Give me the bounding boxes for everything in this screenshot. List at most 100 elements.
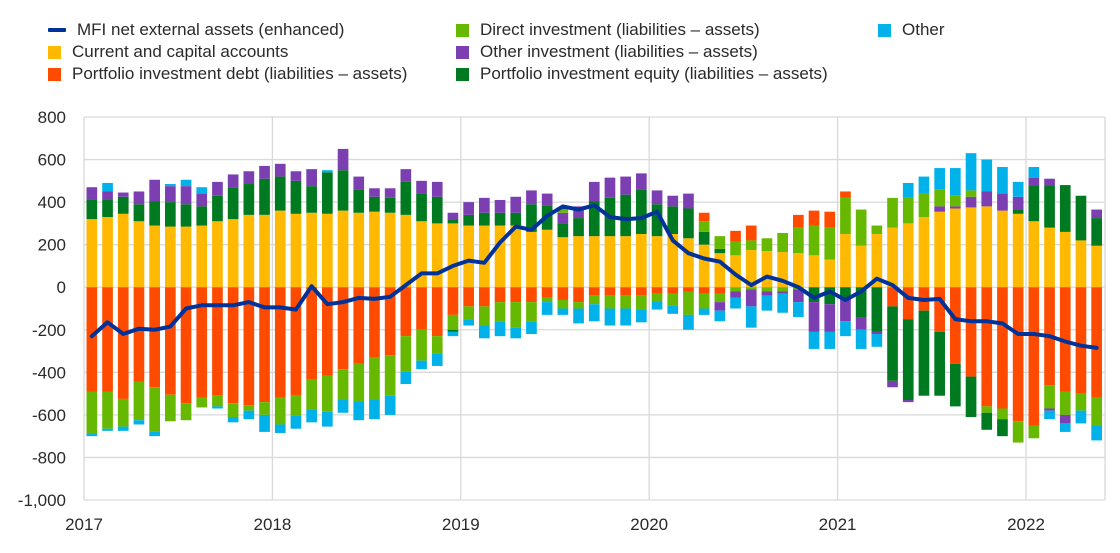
bar-segment-other <box>479 325 490 339</box>
bar-segment-current-and-capital-accounts <box>212 221 223 288</box>
bar-segment-portfolio-investment-equity-liabilities-assets <box>416 193 427 222</box>
bar-segment-other <box>133 420 145 425</box>
bar-segment-portfolio-investment-debt-liabilities-assets <box>117 287 129 399</box>
legend-item-portfolio-debt: Portfolio investment debt (liabilities –… <box>48 64 407 84</box>
bar-segment-direct-investment-liabilities-assets <box>290 395 302 416</box>
bar-segment-direct-investment-liabilities-assets <box>165 394 176 422</box>
bar-segment-direct-investment-liabilities-assets <box>133 381 145 421</box>
x-tick-label: 2018 <box>253 515 291 534</box>
bar-segment-other <box>117 426 129 431</box>
bar-segment-portfolio-investment-equity-liabilities-assets <box>306 186 317 213</box>
bar-segment-portfolio-investment-debt-liabilities-assets <box>557 287 569 300</box>
bar-segment-direct-investment-liabilities-assets <box>981 406 993 413</box>
bar-segment-other <box>730 297 741 309</box>
bar-segment-portfolio-investment-equity-liabilities-assets <box>384 197 396 213</box>
y-tick-label: -600 <box>32 406 66 425</box>
bar-segment-portfolio-investment-debt-liabilities-assets <box>573 287 584 303</box>
bar-segment-current-and-capital-accounts <box>793 253 804 288</box>
bar-segment-other-investment-liabilities-assets <box>133 191 145 205</box>
bar-segment-other <box>981 159 993 192</box>
bar-segment-other <box>683 314 694 330</box>
bar-segment-portfolio-investment-debt-liabilities-assets <box>212 287 223 396</box>
bar-segment-other-investment-liabilities-assets <box>306 169 317 187</box>
legend-label: Other <box>902 20 945 39</box>
legend-swatch <box>48 67 61 81</box>
mfi-line-layer <box>89 203 1099 350</box>
bar-segment-current-and-capital-accounts <box>479 225 490 288</box>
bar-segment-other-investment-liabilities-assets <box>824 304 836 332</box>
bar-segment-portfolio-investment-debt-liabilities-assets <box>793 214 804 228</box>
bar-segment-portfolio-investment-debt-liabilities-assets <box>934 287 945 332</box>
bar-segment-direct-investment-liabilities-assets <box>526 302 537 322</box>
bar-segment-other-investment-liabilities-assets <box>793 289 804 303</box>
bar-segment-other <box>793 302 804 318</box>
bar-segment-portfolio-investment-equity-liabilities-assets <box>117 196 129 214</box>
bar-segment-other <box>965 153 977 191</box>
bar-segment-portfolio-investment-equity-liabilities-assets <box>133 204 145 222</box>
bar-segment-other <box>997 167 1008 194</box>
bar-segment-other-investment-liabilities-assets <box>510 196 522 213</box>
bar-segment-portfolio-investment-equity-liabilities-assets <box>871 287 883 332</box>
bar-segment-direct-investment-liabilities-assets <box>745 240 757 250</box>
bar-segment-direct-investment-liabilities-assets <box>573 302 584 309</box>
bar-segment-direct-investment-liabilities-assets <box>227 403 239 418</box>
bar-segment-portfolio-investment-equity-liabilities-assets <box>651 204 663 237</box>
bar-segment-portfolio-investment-equity-liabilities-assets <box>227 187 239 220</box>
bar-segment-current-and-capital-accounts <box>777 252 788 288</box>
bar-segment-current-and-capital-accounts <box>353 212 365 288</box>
bar-segment-other-investment-liabilities-assets <box>620 176 631 195</box>
bar-segment-portfolio-investment-debt-liabilities-assets <box>651 287 663 294</box>
bar-segment-direct-investment-liabilities-assets <box>636 295 647 310</box>
bar-segment-portfolio-investment-debt-liabilities-assets <box>698 287 710 294</box>
bar-segment-direct-investment-liabilities-assets <box>447 314 459 330</box>
bar-segment-portfolio-investment-equity-liabilities-assets <box>479 212 490 226</box>
bar-segment-other-investment-liabilities-assets <box>651 190 663 205</box>
bar-segment-current-and-capital-accounts <box>1044 227 1055 288</box>
bar-segment-other-investment-liabilities-assets <box>855 317 867 330</box>
bar-segment-current-and-capital-accounts <box>322 213 333 288</box>
bar-segment-portfolio-investment-equity-liabilities-assets <box>212 195 223 222</box>
bar-segment-portfolio-investment-equity-liabilities-assets <box>683 208 694 239</box>
bar-segment-portfolio-investment-equity-liabilities-assets <box>400 181 412 215</box>
bar-segment-direct-investment-liabilities-assets <box>730 241 741 256</box>
bar-segment-portfolio-investment-equity-liabilities-assets <box>1012 209 1024 214</box>
bar-segment-direct-investment-liabilities-assets <box>934 189 945 207</box>
bar-segment-portfolio-investment-debt-liabilities-assets <box>274 287 286 398</box>
bar-segment-other <box>494 321 506 337</box>
bar-segment-current-and-capital-accounts <box>1075 240 1087 288</box>
bar-segment-portfolio-investment-debt-liabilities-assets <box>196 287 208 398</box>
bar-segment-other-investment-liabilities-assets <box>479 197 490 213</box>
bar-segment-other-investment-liabilities-assets <box>353 176 365 190</box>
y-tick-label: -1,000 <box>18 491 66 510</box>
legend-swatch <box>456 67 469 81</box>
bar-segment-portfolio-investment-equity-liabilities-assets <box>1044 185 1055 228</box>
bar-segment-portfolio-investment-debt-liabilities-assets <box>227 287 239 404</box>
bar-segment-other-investment-liabilities-assets <box>965 196 977 208</box>
bar-segment-current-and-capital-accounts <box>306 212 317 288</box>
bar-segment-current-and-capital-accounts <box>494 225 506 288</box>
legend-label: Direct investment (liabilities – assets) <box>480 20 760 39</box>
bar-segment-current-and-capital-accounts <box>541 229 553 288</box>
legend-item-direct: Direct investment (liabilities – assets) <box>456 20 760 40</box>
bar-segment-other-investment-liabilities-assets <box>871 331 883 335</box>
bar-segment-portfolio-investment-equity-liabilities-assets <box>510 212 522 226</box>
bar-segment-portfolio-investment-equity-liabilities-assets <box>369 196 380 212</box>
bar-segment-portfolio-investment-debt-liabilities-assets <box>1091 287 1102 398</box>
bar-segment-current-and-capital-accounts <box>965 207 977 288</box>
bar-segment-direct-investment-liabilities-assets <box>997 408 1008 420</box>
bar-segment-current-and-capital-accounts <box>997 210 1008 288</box>
bar-segment-portfolio-investment-debt-liabilities-assets <box>133 287 145 382</box>
bar-segment-portfolio-investment-equity-liabilities-assets <box>824 287 836 305</box>
bar-segment-other <box>840 321 851 337</box>
bar-segment-direct-investment-liabilities-assets <box>1044 385 1055 409</box>
bar-segment-current-and-capital-accounts <box>918 217 930 288</box>
bar-segment-portfolio-investment-equity-liabilities-assets <box>918 310 930 396</box>
bar-segment-current-and-capital-accounts <box>102 217 113 288</box>
bar-segment-portfolio-investment-debt-liabilities-assets <box>322 287 333 376</box>
bar-segment-direct-investment-liabilities-assets <box>400 336 412 372</box>
legend-line-swatch <box>48 28 66 32</box>
bar-segment-current-and-capital-accounts <box>447 223 459 288</box>
bar-segment-other <box>384 395 396 415</box>
bar-segment-direct-investment-liabilities-assets <box>902 197 914 224</box>
bar-segment-current-and-capital-accounts <box>808 255 820 288</box>
